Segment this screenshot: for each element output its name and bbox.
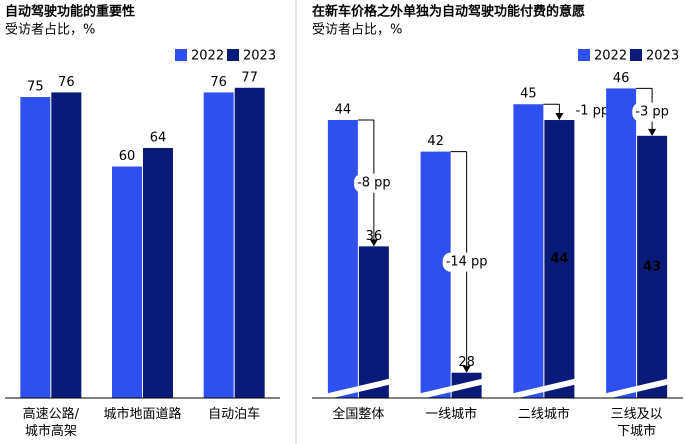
annotation-bg <box>572 101 613 121</box>
bar <box>606 88 637 399</box>
x-tick-label: 三线及以 下城市 <box>610 407 663 439</box>
legend-swatch <box>630 49 642 61</box>
chart-subtitle: 受访者占比，% <box>5 23 95 38</box>
value-label: 42 <box>427 134 444 149</box>
annotation-arrow <box>555 113 564 121</box>
bar <box>143 147 173 398</box>
x-tick-label: 城市地面道路 <box>103 407 182 422</box>
annotation: -1 pp <box>576 104 610 119</box>
bar <box>544 120 575 399</box>
x-tick-label: 高速公路/ 城市高架 <box>22 407 80 439</box>
legend-label: 2023 <box>243 49 276 64</box>
chart-title: 自动驾驶功能的重要性 <box>5 4 135 20</box>
value-label: 76 <box>58 75 75 90</box>
legend-swatch <box>227 49 239 61</box>
bar <box>327 120 358 399</box>
chart-title: 在新车价格之外单独为自动驾驶功能付费的意愿 <box>312 4 585 20</box>
value-label: 45 <box>520 87 537 102</box>
bar <box>358 246 389 398</box>
bar <box>20 97 51 398</box>
annotation-bg <box>442 252 491 272</box>
axis-break <box>509 378 578 400</box>
x-tick-label: 自动泊车 <box>208 407 261 422</box>
annotation-arrow <box>369 239 378 247</box>
bar <box>637 135 668 398</box>
x-tick-label: 全国整体 <box>332 407 385 422</box>
bar <box>203 92 234 399</box>
legend-swatch <box>578 49 590 61</box>
annotation-bg <box>632 102 672 122</box>
legend-label: 2023 <box>646 49 679 64</box>
value-label: 44 <box>550 252 568 267</box>
axis-break <box>602 378 671 400</box>
bar <box>51 92 82 399</box>
annotation-bg <box>354 173 394 193</box>
annotation-arrow <box>462 365 471 373</box>
value-label: 64 <box>150 130 167 145</box>
value-label: 75 <box>27 80 44 95</box>
chart-subtitle: 受访者占比，% <box>312 23 402 38</box>
annotation: -8 pp <box>357 176 391 191</box>
annotation: -3 pp <box>635 105 669 120</box>
axis-break <box>324 378 393 400</box>
annotation: -14 pp <box>446 255 488 270</box>
value-label: 77 <box>241 70 258 85</box>
bar <box>513 104 544 398</box>
bar <box>112 166 142 398</box>
legend-label: 2022 <box>191 49 224 64</box>
bar <box>420 151 451 398</box>
x-tick-label: 一线城市 <box>425 407 478 422</box>
x-tick-label: 二线城市 <box>517 407 570 422</box>
bar <box>234 87 265 398</box>
legend-label: 2022 <box>594 49 627 64</box>
annotation-arrow <box>648 128 657 136</box>
legend-swatch <box>175 49 187 61</box>
value-label: 44 <box>335 103 352 118</box>
value-label: 43 <box>643 259 661 274</box>
axis-break <box>417 378 486 400</box>
value-label: 60 <box>119 149 136 164</box>
value-label: 76 <box>210 75 227 90</box>
value-label: 46 <box>613 71 630 86</box>
